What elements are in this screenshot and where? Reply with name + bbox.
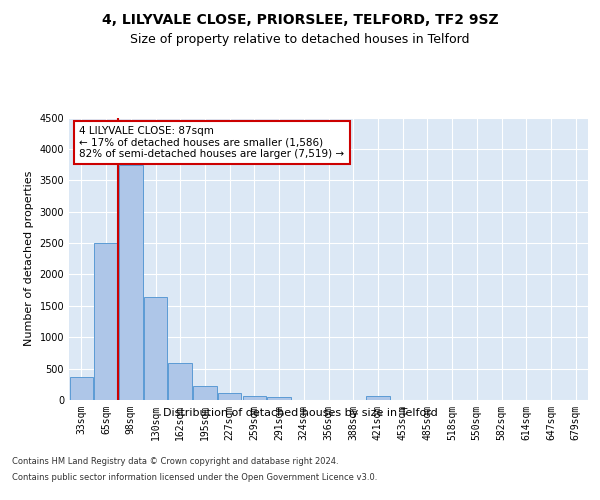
Text: Distribution of detached houses by size in Telford: Distribution of detached houses by size … bbox=[163, 408, 437, 418]
Text: Contains public sector information licensed under the Open Government Licence v3: Contains public sector information licen… bbox=[12, 472, 377, 482]
Bar bbox=[268, 398, 291, 400]
Bar bbox=[366, 396, 389, 400]
Bar bbox=[119, 164, 143, 400]
Bar bbox=[193, 386, 217, 400]
Text: Size of property relative to detached houses in Telford: Size of property relative to detached ho… bbox=[130, 32, 470, 46]
Text: 4, LILYVALE CLOSE, PRIORSLEE, TELFORD, TF2 9SZ: 4, LILYVALE CLOSE, PRIORSLEE, TELFORD, T… bbox=[101, 12, 499, 26]
Bar bbox=[169, 363, 192, 400]
Bar bbox=[70, 377, 93, 400]
Y-axis label: Number of detached properties: Number of detached properties bbox=[24, 171, 34, 346]
Bar bbox=[218, 394, 241, 400]
Bar bbox=[94, 243, 118, 400]
Text: 4 LILYVALE CLOSE: 87sqm
← 17% of detached houses are smaller (1,586)
82% of semi: 4 LILYVALE CLOSE: 87sqm ← 17% of detache… bbox=[79, 126, 344, 159]
Bar bbox=[144, 297, 167, 400]
Text: Contains HM Land Registry data © Crown copyright and database right 2024.: Contains HM Land Registry data © Crown c… bbox=[12, 458, 338, 466]
Bar bbox=[242, 396, 266, 400]
